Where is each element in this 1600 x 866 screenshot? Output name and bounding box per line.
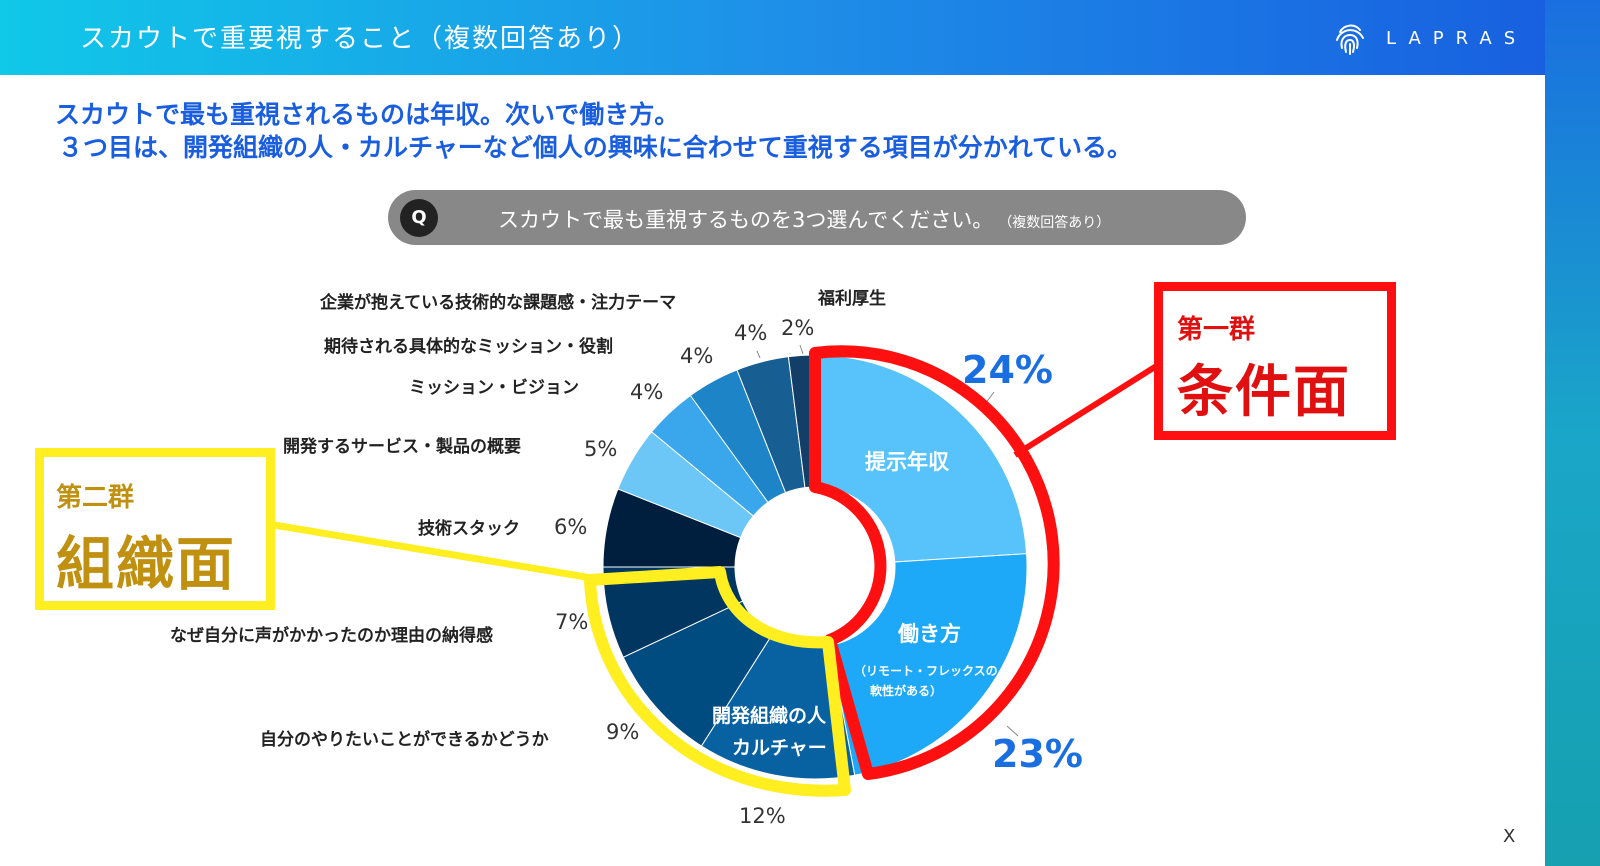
- slice-nenshu: [814, 354, 1028, 563]
- value-label-service: 5%: [584, 437, 618, 461]
- value-label-hatarakikata: 23%: [992, 732, 1083, 776]
- inner-label-hatarakikata-sub2: 軟性がある）: [870, 684, 943, 698]
- label-service: 開発するサービス・製品の概要: [283, 437, 521, 457]
- label-kadai: 企業が抱えている技術的な課題感・注力テーマ: [320, 293, 677, 313]
- value-label-kadai: 4%: [734, 321, 768, 345]
- headline-line-2: ３つ目は、開発組織の人・カルチャーなど個人の興味に合わせて重視する項目が分かれて…: [58, 133, 1133, 162]
- headline: スカウトで最も重視されるものは年収。次いで働き方。 ３つ目は、開発組織の人・カル…: [55, 98, 1132, 164]
- leader-line: [799, 344, 804, 355]
- question-note: （複数回答あり）: [1005, 215, 1111, 231]
- label-mission: ミッション・ビジョン: [409, 378, 579, 398]
- close-button[interactable]: X: [1503, 826, 1516, 847]
- right-edge-bar: [1545, 0, 1600, 866]
- question-main: スカウトで最も重視するものを3つ選んでください。: [498, 208, 994, 232]
- logo-text: LAPRAS: [1386, 27, 1528, 49]
- inner-label-soshiki-2: カルチャー: [732, 737, 827, 759]
- inner-label-nenshu: 提示年収: [865, 450, 949, 474]
- question-bar: Q スカウトで最も重視するものを3つ選んでください。 （複数回答あり）: [388, 190, 1246, 245]
- label-yaritai: 自分のやりたいことができるかどうか: [260, 730, 549, 750]
- inner-label-soshiki-1: 開発組織の人: [712, 705, 827, 727]
- group-first-big: 条件面: [1177, 360, 1351, 425]
- question-text: スカウトで最も重視するものを3つ選んでください。 （複数回答あり）: [498, 204, 1110, 234]
- headline-line-1: スカウトで最も重視されるものは年収。次いで働き方。: [55, 100, 680, 129]
- lapras-logo: LAPRAS: [1330, 16, 1550, 60]
- group-first-small: 第一群: [1177, 315, 1256, 345]
- group-first-highlight: [809, 345, 1060, 780]
- group-second-box: 第二群 組織面: [35, 448, 275, 610]
- value-label-nenshu: 24%: [962, 348, 1053, 392]
- value-label-soshiki: 12%: [739, 804, 786, 828]
- label-yakuwari: 期待される具体的なミッション・役割: [324, 337, 613, 357]
- value-label-stack: 6%: [554, 515, 588, 539]
- group-second-highlight: [584, 566, 851, 797]
- inner-label-hatarakikata-sub1: （リモート・フレックスの: [854, 664, 998, 678]
- fingerprint-icon: [1336, 24, 1364, 55]
- group-second-small: 第二群: [56, 483, 135, 513]
- header-bar: スカウトで重要視すること（複数回答あり） LAPRAS: [0, 0, 1545, 75]
- leader-line: [756, 350, 761, 359]
- group-second-big: 組織面: [56, 530, 237, 598]
- page-title: スカウトで重要視すること（複数回答あり）: [80, 24, 641, 54]
- inner-label-hatarakikata: 働き方: [898, 622, 961, 646]
- label-stack: 技術スタック: [418, 519, 520, 539]
- group-first-box: 第一群 条件面: [1154, 282, 1396, 440]
- question-badge: Q: [400, 199, 438, 237]
- label-nattoku: なぜ自分に声がかかったのか理由の納得感: [170, 626, 493, 646]
- value-label-nattoku: 7%: [555, 610, 589, 634]
- value-label-mission: 4%: [630, 380, 664, 404]
- value-label-yaritai: 9%: [606, 720, 640, 744]
- label-fukuri: 福利厚生: [818, 289, 886, 309]
- group-first-connector: [1013, 362, 1160, 458]
- leader-line: [1006, 725, 1019, 737]
- group-second-connector: [273, 521, 593, 582]
- value-label-fukuri: 2%: [781, 316, 815, 340]
- value-label-yakuwari: 4%: [680, 344, 714, 368]
